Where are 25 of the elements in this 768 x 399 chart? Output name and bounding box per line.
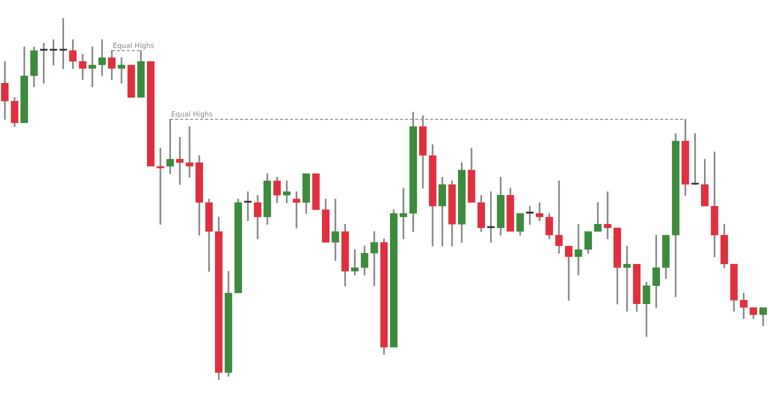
candlestick xyxy=(360,246,368,276)
candlestick xyxy=(312,173,320,210)
candlestick xyxy=(224,271,232,377)
candlestick xyxy=(98,39,106,76)
candlestick xyxy=(555,180,563,254)
candlestick xyxy=(118,57,126,84)
candlestick xyxy=(536,202,544,222)
candlestick xyxy=(468,148,476,203)
candlestick xyxy=(623,246,631,312)
candlestick xyxy=(273,176,281,203)
candlestick xyxy=(400,188,408,240)
candlestick xyxy=(730,264,738,312)
candlestick xyxy=(380,238,388,355)
candlestick xyxy=(642,282,650,337)
candlestick xyxy=(292,191,300,228)
candlestick xyxy=(448,180,456,246)
candlestick xyxy=(30,46,38,88)
candlestick xyxy=(186,126,194,178)
candlestick xyxy=(574,224,582,276)
candlestick xyxy=(127,64,136,98)
candlestick xyxy=(146,61,155,166)
candlestick xyxy=(487,191,495,243)
candlestick xyxy=(662,234,670,279)
candlestick xyxy=(710,152,718,258)
candlestick xyxy=(205,198,213,272)
